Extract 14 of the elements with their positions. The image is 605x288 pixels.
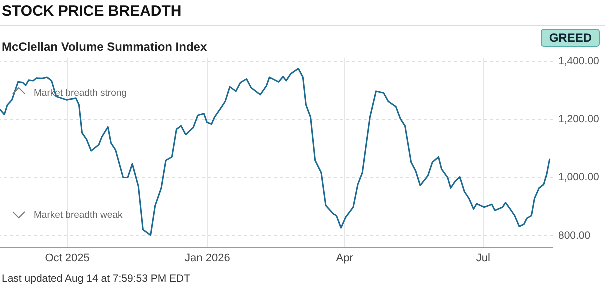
text: GREED [541,29,600,47]
x-tick-label: Apr [336,252,354,264]
x-tick-label: Jan 2026 [185,252,230,264]
text: Last updated Aug 14 at 7:59:53 PM EDT [2,273,191,285]
y-tick-label: 800.00 [558,230,591,242]
y-tick-label: 1,000.00 [558,172,600,184]
annotation: Market breadth weak [34,210,123,221]
x-tick-label: Oct 2025 [45,252,90,264]
chart-subtitle: McClellan Volume Summation Index [2,40,208,54]
x-tick-label: Jul [476,252,490,264]
y-tick-label: 1,400.00 [558,55,600,68]
chart-title: STOCK PRICE BREADTH [2,3,182,20]
line-series [0,68,551,236]
y-tick-label: 1,200.00 [558,114,600,126]
